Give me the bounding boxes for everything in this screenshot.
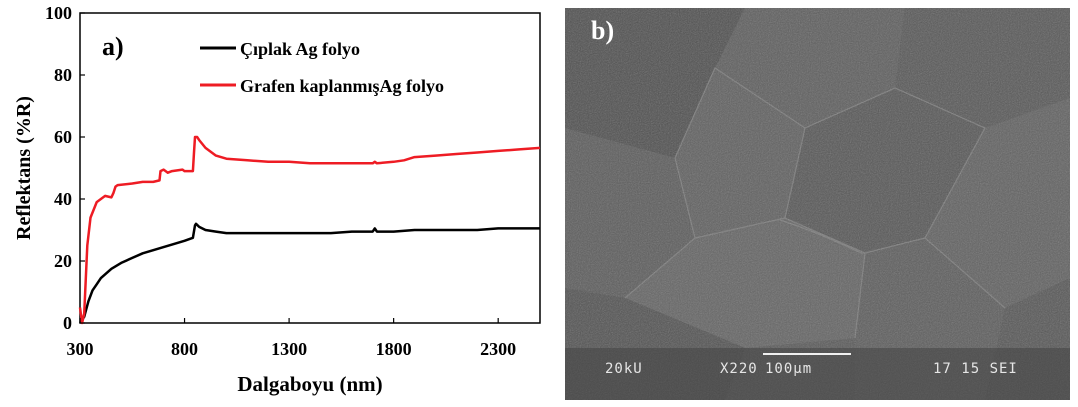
reflectance-chart: 0 20 40 60 80 100 300 800 1300 1800 2300 a) Refle… <box>13 3 541 396</box>
plot-area <box>78 12 541 325</box>
y-tick-label: 20 <box>54 251 72 271</box>
sem-magnification: X220 <box>720 361 758 377</box>
panel-label-b: b) <box>591 16 615 45</box>
sem-micrograph: b) 20kU X220 100μm 17 15 SEI <box>565 8 1070 400</box>
series-line-0 <box>78 222 540 324</box>
y-axis-ticks: 0 20 40 60 80 100 <box>45 3 85 333</box>
legend: Çıplak Ag folyo Grafen kaplanmışAg folyo <box>200 39 444 96</box>
x-tick-label: 800 <box>171 339 198 359</box>
panel-label-a: a) <box>102 32 124 61</box>
legend-label-bare-ag: Çıplak Ag folyo <box>240 39 360 59</box>
y-axis-label: Reflektans (%R) <box>13 96 35 240</box>
y-tick-label: 100 <box>45 3 72 23</box>
x-tick-label: 1800 <box>376 339 412 359</box>
sem-code: 17 15 SEI <box>933 361 1018 377</box>
x-tick-label: 1300 <box>271 339 307 359</box>
y-tick-label: 0 <box>63 313 72 333</box>
x-axis-ticks: 300 800 1300 1800 2300 <box>67 318 516 359</box>
x-tick-label: 300 <box>67 339 94 359</box>
sem-scale-text: 100μm <box>765 361 813 377</box>
x-axis-label: Dalgaboyu (nm) <box>237 372 382 396</box>
y-tick-label: 40 <box>54 189 72 209</box>
y-tick-label: 80 <box>54 65 72 85</box>
legend-label-graphene-ag: Grafen kaplanmışAg folyo <box>240 76 444 96</box>
sem-image <box>565 8 1070 400</box>
sem-voltage: 20kU <box>605 361 643 377</box>
plot-frame <box>79 12 541 324</box>
series-lines <box>78 135 541 325</box>
x-tick-label: 2300 <box>480 339 516 359</box>
y-tick-label: 60 <box>54 127 72 147</box>
series-line-1 <box>78 135 541 325</box>
